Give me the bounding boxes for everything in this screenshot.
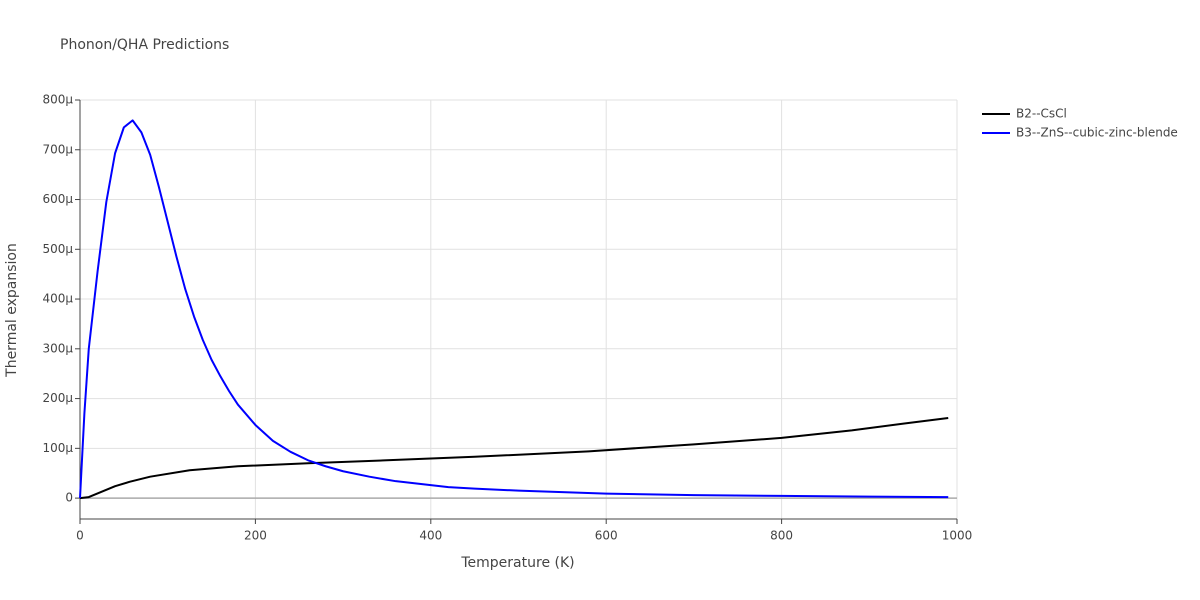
y-tick-label: 0 xyxy=(65,491,73,505)
x-tick-label: 800 xyxy=(770,529,793,543)
y-tick-label: 800μ xyxy=(42,93,73,107)
x-tick-label: 1000 xyxy=(942,529,973,543)
legend-label: B3--ZnS--cubic-zinc-blende xyxy=(1016,126,1178,140)
x-axis-title: Temperature (K) xyxy=(460,555,574,571)
x-tick-label: 400 xyxy=(419,529,442,543)
x-tick-label: 600 xyxy=(595,529,618,543)
y-tick-label: 400μ xyxy=(42,292,73,306)
y-tick-label: 700μ xyxy=(42,142,73,156)
y-axis-title: Thermal expansion xyxy=(4,243,20,378)
data-line xyxy=(79,416,949,500)
y-tick-label: 500μ xyxy=(42,242,73,256)
data-line xyxy=(79,119,949,499)
x-tick-label: 0 xyxy=(76,529,84,543)
y-tick-label: 200μ xyxy=(42,391,73,405)
y-tick-label: 100μ xyxy=(42,441,73,455)
legend-label: B2--CsCl xyxy=(1016,107,1067,121)
x-tick-label: 200 xyxy=(244,529,267,543)
y-tick-label: 300μ xyxy=(42,341,73,355)
chart-title: Phonon/QHA Predictions xyxy=(60,37,229,53)
y-tick-label: 600μ xyxy=(42,192,73,206)
